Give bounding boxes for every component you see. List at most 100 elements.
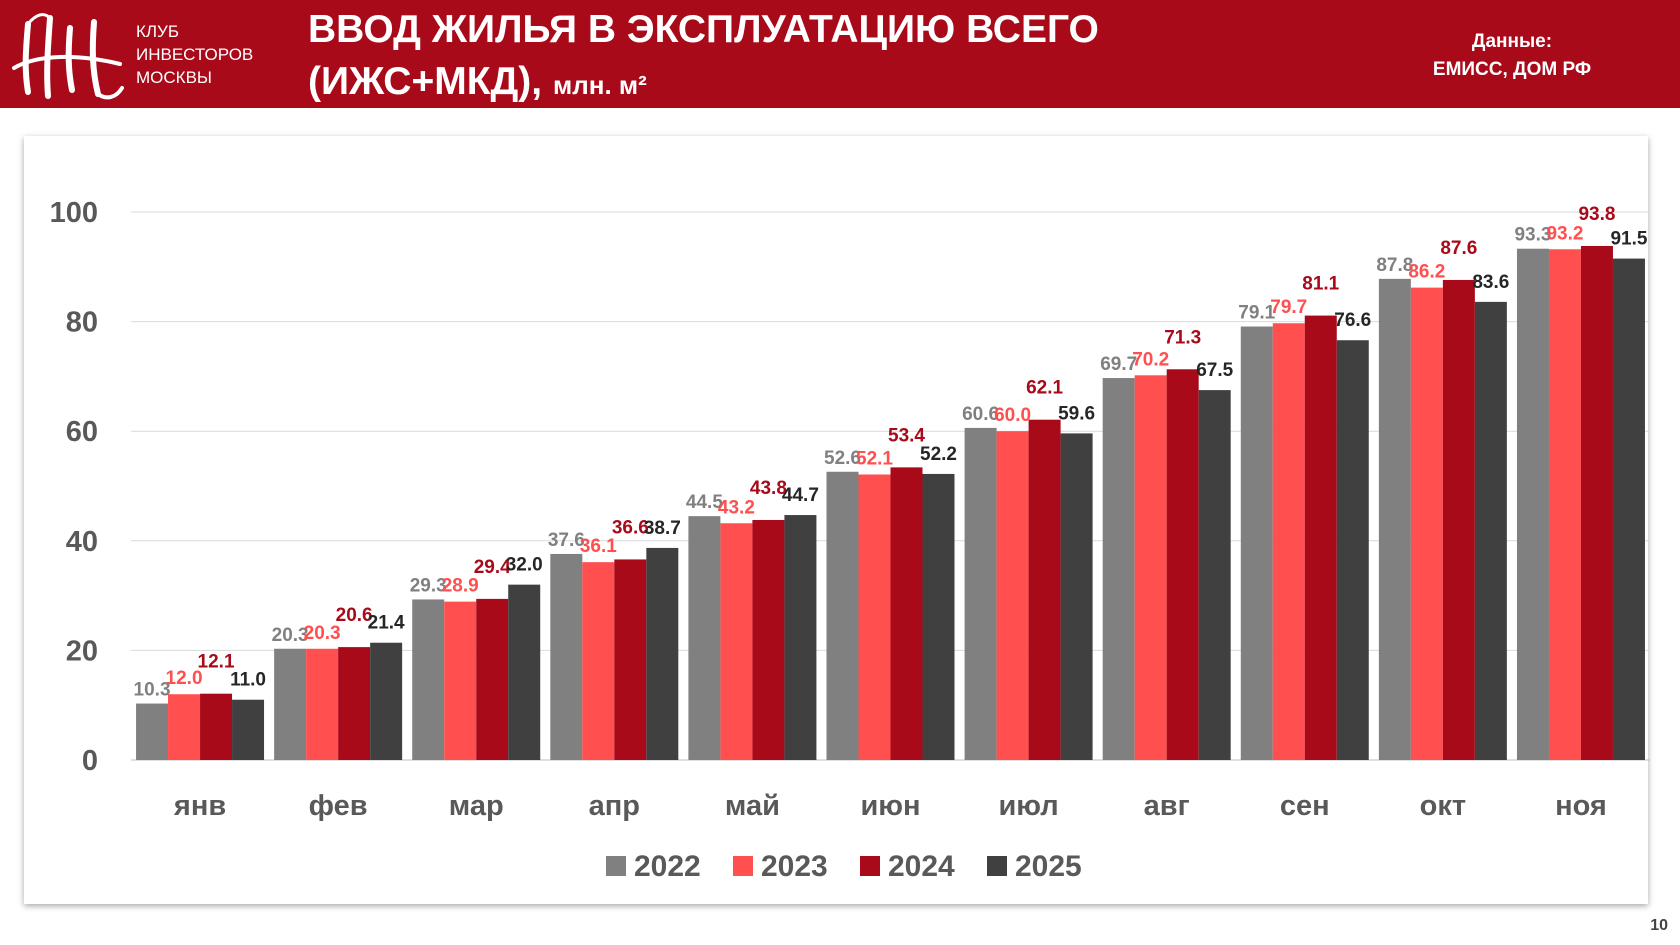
legend-swatch-2025 — [987, 856, 1007, 876]
bar-2023 — [168, 694, 201, 760]
data-label: 59.6 — [1058, 403, 1095, 424]
bar-2024 — [614, 559, 647, 760]
data-label: 93.2 — [1546, 223, 1583, 244]
bar-2022 — [1516, 248, 1549, 760]
bar-2022 — [136, 703, 169, 760]
data-label: 20.3 — [304, 623, 341, 644]
data-label: 60.6 — [962, 404, 999, 425]
data-label: 20.6 — [336, 605, 373, 626]
bar-2023 — [1548, 249, 1581, 761]
y-tick-label: 20 — [66, 635, 98, 667]
bar-2024 — [752, 519, 785, 760]
bar-2025 — [1474, 301, 1507, 760]
data-label: 52.6 — [824, 448, 861, 469]
legend-swatch-2023 — [733, 856, 753, 876]
x-tick-label: июн — [860, 790, 920, 822]
y-tick-label: 40 — [66, 526, 98, 558]
legend-label: 2023 — [761, 850, 828, 883]
data-label: 12.0 — [166, 668, 203, 689]
bar-2022 — [550, 553, 583, 760]
bar-2025 — [784, 515, 817, 760]
data-label: 67.5 — [1196, 360, 1233, 381]
x-tick-label: июл — [998, 790, 1058, 822]
page-number: 10 — [1650, 917, 1668, 934]
bar-2023 — [1272, 323, 1305, 760]
data-label: 79.1 — [1238, 303, 1275, 324]
club-name-line: КЛУБ — [136, 22, 180, 41]
data-label: 43.2 — [718, 497, 755, 518]
data-label: 20.3 — [272, 625, 309, 646]
bar-2024 — [338, 647, 371, 760]
legend-label: 2024 — [888, 850, 955, 883]
y-tick-label: 60 — [66, 416, 98, 448]
bar-2024 — [1442, 279, 1475, 760]
bar-2023 — [582, 562, 615, 760]
bar-2024 — [1166, 369, 1199, 760]
data-label: 69.7 — [1100, 354, 1137, 375]
data-label: 83.6 — [1472, 272, 1509, 293]
data-label: 21.4 — [368, 613, 405, 634]
data-label: 87.6 — [1440, 238, 1477, 259]
data-label: 52.2 — [920, 444, 957, 465]
bar-2023 — [720, 523, 753, 760]
data-label: 29.4 — [474, 557, 511, 578]
bar-2022 — [1378, 278, 1411, 760]
data-label: 93.3 — [1514, 225, 1551, 246]
data-label: 36.6 — [612, 517, 649, 538]
data-label: 70.2 — [1132, 349, 1169, 370]
data-label: 12.1 — [198, 652, 235, 673]
bar-2023 — [1134, 375, 1167, 760]
bar-2025 — [1198, 390, 1231, 760]
bar-2022 — [1240, 326, 1273, 760]
bar-2025 — [1612, 258, 1645, 760]
bar-2025 — [370, 642, 403, 760]
bar-2025 — [646, 547, 679, 760]
data-label: 10.3 — [134, 680, 171, 701]
bar-2023 — [306, 648, 339, 760]
data-label: 37.6 — [548, 530, 585, 551]
title-line-2-text: (ИЖС+МКД), — [308, 60, 543, 103]
data-label: 32.0 — [506, 555, 543, 576]
x-tick-label: авг — [1144, 790, 1190, 822]
bar-2023 — [858, 474, 891, 760]
bar-2024 — [1304, 315, 1337, 760]
bar-2023 — [444, 601, 477, 760]
x-tick-label: окт — [1420, 790, 1466, 822]
data-label: 87.8 — [1376, 255, 1413, 276]
data-label: 81.1 — [1302, 274, 1339, 295]
bar-2023 — [1410, 287, 1443, 760]
bar-2023 — [996, 431, 1029, 760]
source-label: Данные: — [1471, 31, 1553, 52]
data-label: 60.0 — [994, 405, 1031, 426]
data-label: 29.3 — [410, 575, 447, 596]
legend-label: 2025 — [1015, 850, 1082, 883]
x-tick-label: мар — [449, 790, 504, 822]
bar-2022 — [688, 516, 721, 760]
title-line-1: ВВОД ЖИЛЬЯ В ЭКСПЛУАТАЦИЮ ВСЕГО — [308, 8, 1099, 51]
page-title: ВВОД ЖИЛЬЯ В ЭКСПЛУАТАЦИЮ ВСЕГО (ИЖС+МКД… — [308, 4, 1099, 111]
bar-2022 — [412, 599, 445, 760]
data-label: 93.8 — [1578, 204, 1615, 225]
y-tick-label: 80 — [66, 307, 98, 339]
club-logo — [12, 13, 124, 100]
data-label: 44.7 — [782, 485, 819, 506]
data-label: 86.2 — [1408, 262, 1445, 283]
data-label: 44.5 — [686, 492, 723, 513]
bar-2022 — [274, 648, 307, 760]
source-value: ЕМИСС, ДОМ РФ — [1432, 59, 1592, 80]
bar-2024 — [890, 467, 923, 760]
club-name: КЛУБ ИНВЕСТОРОВ МОСКВЫ — [136, 20, 253, 89]
x-tick-label: апр — [589, 790, 640, 822]
x-tick-label: май — [725, 790, 780, 822]
data-label: 52.1 — [856, 448, 893, 469]
y-tick-label: 100 — [50, 197, 98, 229]
data-source: Данные: ЕМИСС, ДОМ РФ — [1372, 28, 1652, 84]
bar-2025 — [1060, 433, 1093, 760]
data-label: 43.8 — [750, 478, 787, 499]
bar-2024 — [200, 693, 233, 760]
data-label: 53.4 — [888, 425, 925, 446]
data-label: 38.7 — [644, 518, 681, 539]
legend-swatch-2024 — [860, 856, 880, 876]
y-tick-label: 0 — [82, 745, 98, 777]
x-tick-label: фев — [309, 790, 368, 822]
